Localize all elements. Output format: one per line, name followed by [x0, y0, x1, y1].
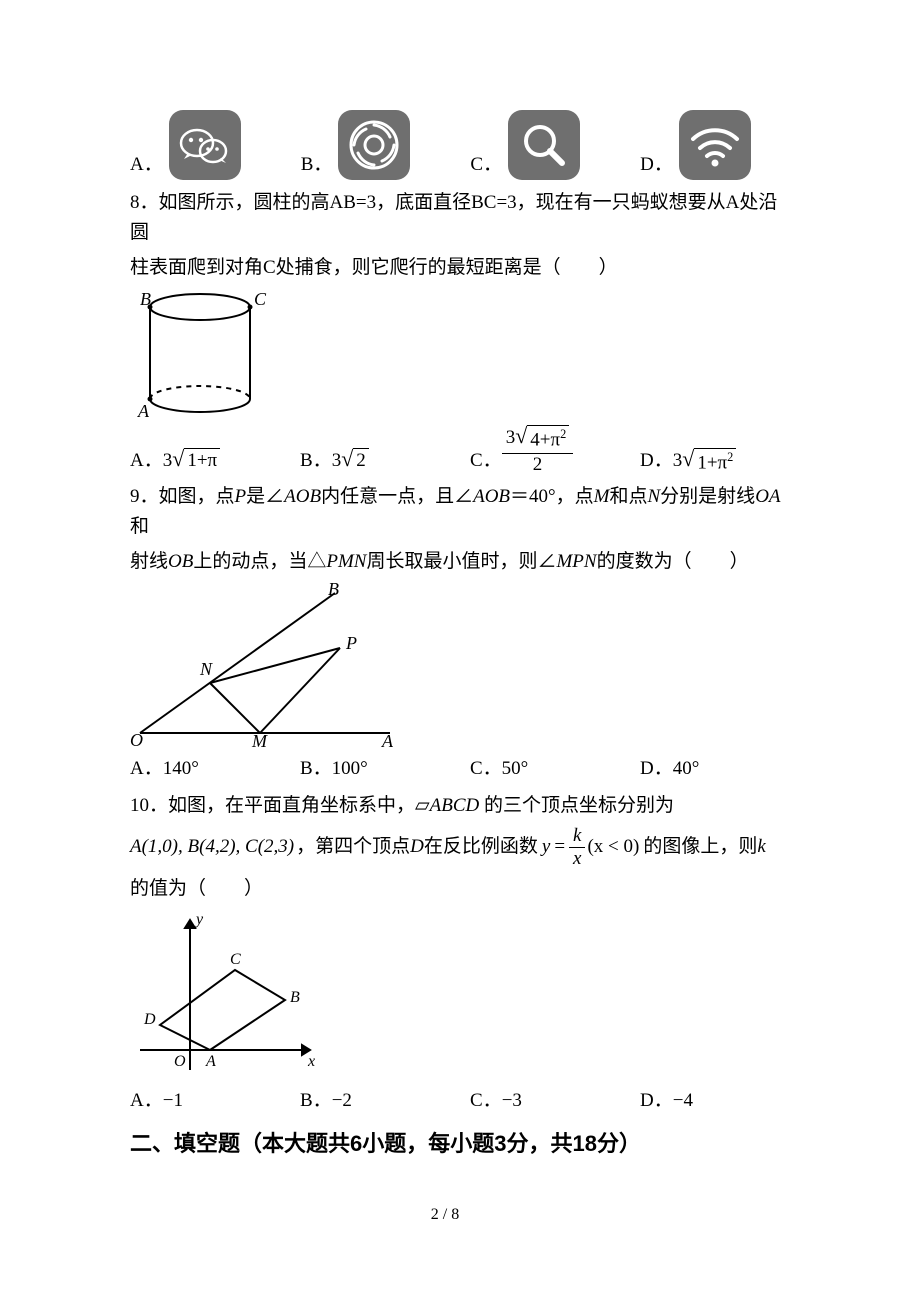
q9-line1: 9．如图，点P是∠AOB内任意一点，且∠AOB＝40°，点M和点N分别是射线OA…: [130, 482, 790, 543]
q10-option-c: C．−3: [470, 1086, 640, 1116]
q8-line1: 8．如图所示，圆柱的高AB=3，底面直径BC=3，现在有一只蚂蚁想要从A处沿圆: [130, 188, 790, 249]
svg-text:x: x: [307, 1053, 315, 1070]
q9-options: A．140° B．100° C．50° D．40°: [130, 754, 790, 784]
q8-a-label: A．: [130, 446, 163, 476]
svg-text:O: O: [174, 1053, 186, 1070]
magnifier-icon: [508, 110, 580, 180]
svg-text:B: B: [328, 583, 339, 599]
svg-text:A: A: [381, 731, 394, 748]
q10-option-b: B．−2: [300, 1086, 470, 1116]
q9-figure: B N P O M A: [130, 583, 790, 748]
q7-d-label: D．: [640, 150, 673, 180]
svg-text:B: B: [290, 989, 300, 1006]
svg-text:y: y: [194, 911, 204, 928]
q7-b-label: B．: [301, 150, 333, 180]
q10-line3: 的值为（ ）: [130, 874, 790, 904]
q10-line2: A(1,0), B(4,2), C(2,3) ，第四个顶点D在反比例函数 y =…: [130, 825, 790, 870]
spiral-icon: [338, 110, 410, 180]
q10-figure: y C B D O A x: [130, 910, 790, 1080]
q8-line2: 柱表面爬到对角C处捕食，则它爬行的最短距离是（ ）: [130, 253, 790, 283]
wifi-icon: [679, 110, 751, 180]
q10-option-d: D．−4: [640, 1086, 810, 1116]
q8-d-label: D．: [640, 446, 673, 476]
q8-option-c: C． 3√4+π2 2: [470, 425, 640, 476]
svg-text:N: N: [199, 659, 213, 679]
svg-text:P: P: [345, 633, 357, 653]
q8-options: A． 3√1+π B． 3√2 C． 3√4+π2 2 D． 3√1+π2: [130, 425, 790, 476]
q10-options: A．−1 B．−2 C．−3 D．−4: [130, 1086, 790, 1116]
q7-options: A． B．: [130, 110, 790, 180]
svg-text:A: A: [205, 1053, 216, 1070]
q9-option-b: B．100°: [300, 754, 470, 784]
q7-option-d: D．: [640, 110, 751, 180]
page-footer: 2 / 8: [130, 1202, 790, 1228]
svg-text:A: A: [137, 401, 150, 419]
q8-option-d: D． 3√1+π2: [640, 446, 790, 476]
q10-line1: 10．如图，在平面直角坐标系中，▱ABCD 的三个顶点坐标分别为: [130, 791, 790, 821]
svg-text:O: O: [130, 730, 143, 748]
q7-a-label: A．: [130, 150, 163, 180]
q7-option-c: C．: [470, 110, 580, 180]
svg-text:D: D: [143, 1011, 156, 1028]
q9-option-a: A．140°: [130, 754, 300, 784]
q7-option-b: B．: [301, 110, 411, 180]
wechat-icon: [169, 110, 241, 180]
section-2-heading: 二、填空题（本大题共6小题，每小题3分，共18分）: [130, 1126, 790, 1161]
q9-option-c: C．50°: [470, 754, 640, 784]
q8-option-a: A． 3√1+π: [130, 446, 300, 476]
q9-line2: 射线OB上的动点，当△PMN周长取最小值时，则∠MPN的度数为（ ）: [130, 547, 790, 577]
svg-text:M: M: [251, 731, 268, 748]
q8-figure: B C A: [130, 289, 790, 419]
q8-option-b: B． 3√2: [300, 446, 470, 476]
q7-option-a: A．: [130, 110, 241, 180]
svg-text:C: C: [254, 289, 267, 309]
q8-c-label: C．: [470, 446, 502, 476]
q7-c-label: C．: [470, 150, 502, 180]
svg-text:C: C: [230, 951, 241, 968]
q9-option-d: D．40°: [640, 754, 810, 784]
q8-b-label: B．: [300, 446, 332, 476]
q10-option-a: A．−1: [130, 1086, 300, 1116]
